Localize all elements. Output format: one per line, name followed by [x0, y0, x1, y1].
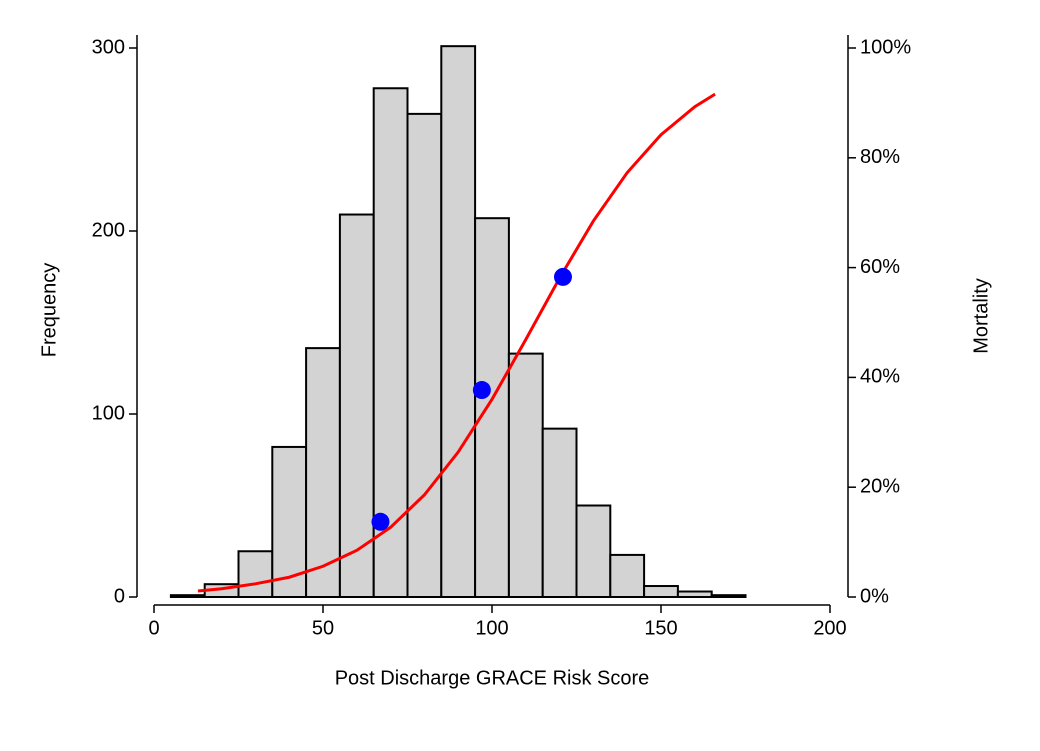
y-axis-label: Frequency: [38, 263, 60, 358]
y2-tick-label: 40%: [860, 366, 900, 388]
point: [472, 381, 491, 400]
point: [371, 512, 390, 531]
y-tick-label: 300: [92, 36, 125, 58]
x-tick-label: 50: [312, 617, 334, 639]
y2-tick-label: 100%: [860, 36, 911, 58]
y2-axis-label: Mortality: [970, 278, 992, 354]
bar: [609, 553, 646, 598]
bar: [507, 352, 544, 598]
x-tick-label: 0: [148, 617, 159, 639]
y2-tick-label: 0%: [860, 585, 889, 607]
y-tick-label: 0: [114, 585, 125, 607]
x-tick-label: 150: [644, 617, 677, 639]
bar: [440, 45, 477, 599]
bar: [676, 590, 713, 599]
y-tick-label: 100: [92, 402, 125, 424]
bar: [237, 550, 274, 598]
y2-tick-label: 60%: [860, 256, 900, 278]
line: [197, 92, 716, 593]
bar: [710, 594, 747, 598]
bar: [338, 213, 375, 598]
bar: [541, 427, 578, 599]
bar: [169, 594, 206, 598]
y2-tick-label: 20%: [860, 475, 900, 497]
x-tick-label: 200: [813, 617, 846, 639]
bar: [406, 112, 443, 598]
bar: [643, 585, 679, 599]
bar: [575, 504, 612, 598]
x-tick-label: 100: [475, 617, 508, 639]
y-tick-label: 200: [92, 219, 125, 241]
y2-tick-label: 80%: [860, 146, 900, 168]
x-axis-label: Post Discharge GRACE Risk Score: [335, 667, 650, 689]
point: [553, 267, 572, 286]
bar: [372, 87, 409, 598]
bar: [474, 217, 510, 598]
